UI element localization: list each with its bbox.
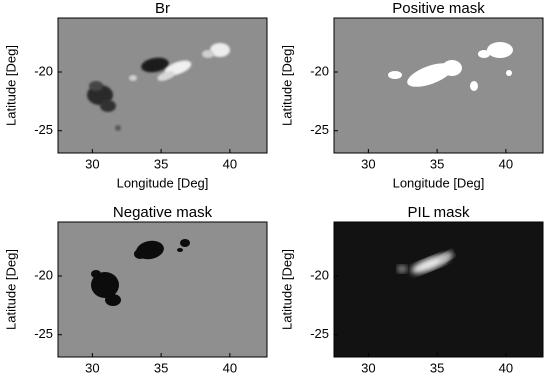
y-axis-label: Latitude [Deg] — [279, 45, 294, 126]
x-tick-label: 30 — [85, 360, 99, 375]
plot-frame — [333, 17, 544, 154]
x-tick-label: 40 — [223, 360, 237, 375]
image-feature — [141, 57, 169, 73]
image-feature — [202, 50, 214, 58]
y-tick-label: -25 — [310, 326, 329, 341]
image-feature — [470, 81, 478, 91]
x-tick-label: 35 — [430, 360, 444, 375]
x-tick-label: 40 — [223, 156, 237, 171]
y-tick-label: -20 — [34, 63, 53, 78]
plot-frame — [333, 221, 544, 358]
image-feature — [91, 270, 101, 278]
y-tick-label: -20 — [310, 267, 329, 282]
y-tick-label: -25 — [34, 326, 53, 341]
x-tick-label: 40 — [499, 360, 513, 375]
image-feature — [129, 75, 137, 81]
panel: 30 35 40 -20 -25 Negative mask Longitude [Deg]… — [3, 204, 268, 382]
image-feature — [388, 71, 402, 79]
panel: 30 35 40 -20 -25 Positive mask Longitude [Deg]… — [279, 0, 544, 190]
x-tick-label: 30 — [361, 156, 375, 171]
image-feature — [407, 63, 453, 87]
image-feature — [442, 60, 462, 76]
image-feature — [89, 81, 103, 91]
image-feature — [397, 265, 407, 273]
plot-frame — [57, 221, 268, 358]
image-feature — [438, 251, 454, 263]
image-feature — [100, 100, 116, 112]
image-feature — [180, 239, 190, 247]
x-axis-label: Longitude [Deg] — [117, 175, 209, 190]
panel-title: PIL mask — [408, 204, 470, 221]
panel-title: Positive mask — [392, 0, 485, 17]
image-feature — [91, 272, 119, 298]
x-axis-label: Longitude [Deg] — [117, 379, 209, 382]
y-axis-label: Latitude [Deg] — [279, 249, 294, 330]
panel: 30 35 40 -20 -25 Br Longitude [Deg] Latitude [D… — [3, 0, 268, 190]
y-axis-label: Latitude [Deg] — [3, 45, 18, 126]
x-tick-label: 30 — [85, 156, 99, 171]
plot-frame — [57, 17, 268, 154]
y-axis-label: Latitude [Deg] — [3, 249, 18, 330]
x-tick-label: 30 — [361, 360, 375, 375]
panel-title: Br — [155, 0, 170, 17]
image-feature — [478, 50, 490, 58]
image-feature — [157, 71, 175, 81]
image-feature — [506, 70, 512, 76]
panel: 30 35 40 -20 -25 PIL mask Longitude [Deg] Latit… — [279, 204, 544, 382]
y-tick-label: -25 — [34, 122, 53, 137]
image-feature — [487, 42, 513, 58]
image-feature — [105, 294, 121, 306]
x-tick-label: 35 — [154, 156, 168, 171]
image-feature — [177, 248, 183, 252]
image-background — [58, 222, 267, 357]
image-background — [334, 222, 543, 357]
y-tick-label: -20 — [310, 63, 329, 78]
x-axis-label: Longitude [Deg] — [393, 175, 485, 190]
panel-title: Negative mask — [113, 204, 213, 221]
x-tick-label: 40 — [499, 156, 513, 171]
x-tick-label: 35 — [154, 360, 168, 375]
image-feature — [115, 125, 121, 131]
y-tick-label: -20 — [34, 267, 53, 282]
x-axis-label: Longitude [Deg] — [393, 379, 485, 382]
image-feature — [134, 249, 146, 259]
image-feature — [210, 43, 230, 57]
image-background — [334, 18, 543, 153]
y-tick-label: -25 — [310, 122, 329, 137]
x-tick-label: 35 — [430, 156, 444, 171]
